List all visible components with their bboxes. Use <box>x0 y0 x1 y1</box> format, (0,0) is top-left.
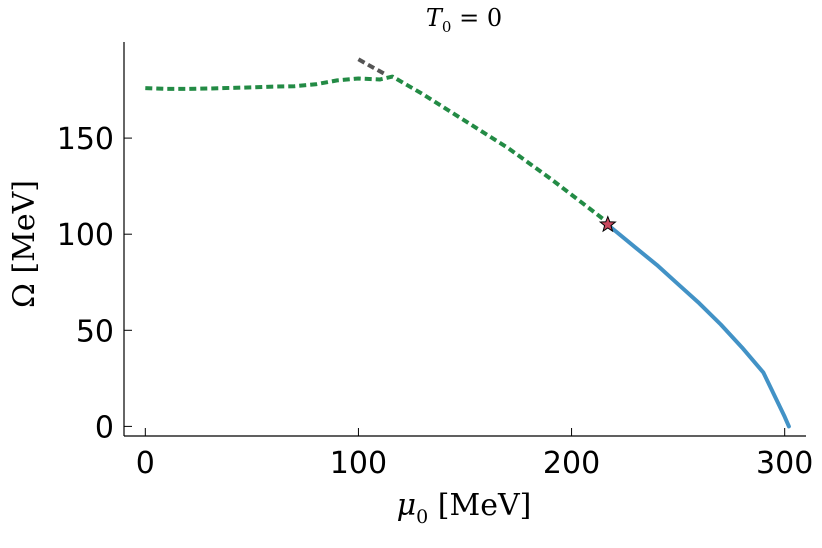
y-tick-label: 50 <box>76 314 114 349</box>
x-label-subscript: 0 <box>416 506 428 528</box>
series-layer <box>145 57 791 429</box>
x-axis-label: μ0 [MeV] <box>397 488 532 528</box>
y-axis-label: Ω [MeV] <box>7 180 42 308</box>
series-line-2 <box>145 74 610 225</box>
marker-layer <box>598 215 617 233</box>
x-ticks: 0 100 200 300 <box>136 428 813 481</box>
x-tick-label: 100 <box>330 446 387 481</box>
series-line-3 <box>607 224 791 429</box>
x-label-unit: [MeV] <box>428 488 531 523</box>
title-subscript: 0 <box>442 18 452 36</box>
y-tick-label: 150 <box>57 122 114 157</box>
star-marker <box>598 215 617 233</box>
series-line-1 <box>357 57 388 77</box>
chart-title: T0 = 0 <box>426 4 502 36</box>
y-tick-label: 0 <box>95 410 114 445</box>
x-tick-label: 200 <box>543 446 600 481</box>
x-label-symbol: μ <box>397 488 417 523</box>
x-tick-label: 0 <box>136 446 155 481</box>
title-rest: = 0 <box>451 4 502 32</box>
y-ticks: 0 50 100 150 <box>57 122 132 445</box>
x-tick-label: 300 <box>756 446 813 481</box>
title-symbol: T <box>426 4 444 32</box>
y-tick-label: 100 <box>57 218 114 253</box>
